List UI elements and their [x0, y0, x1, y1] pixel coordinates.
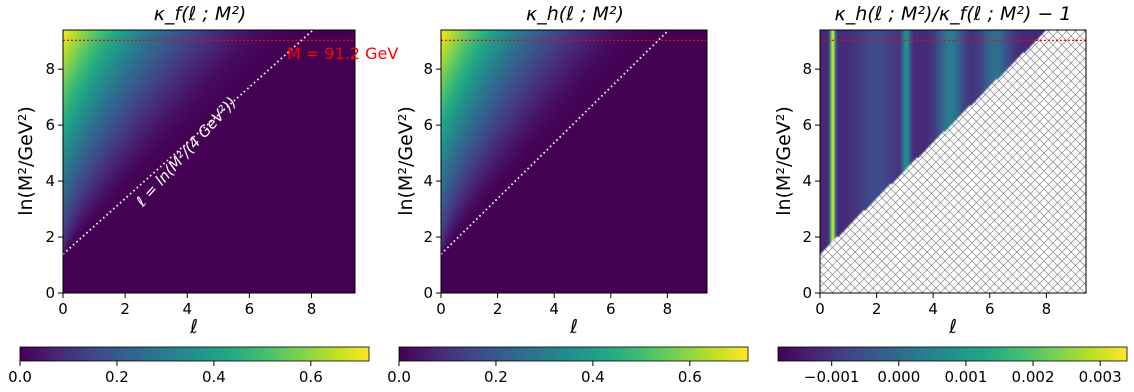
- colorbar-tick-label: 0.0: [8, 368, 32, 386]
- axes-frame: [440, 29, 708, 294]
- heatmap-area: [820, 30, 1086, 293]
- x-axis: 0 2 4 6 8: [436, 293, 672, 318]
- y-axis-label: ln(M²/GeV²): [15, 106, 37, 216]
- reference-label: M = 91.2 GeV: [287, 44, 398, 63]
- colorbar-tick-label: 0.2: [105, 368, 129, 386]
- colorbar-tick-label: 0.6: [678, 368, 702, 386]
- y-tick-label: 6: [802, 116, 812, 134]
- colorbar-gradient: [777, 346, 1128, 362]
- x-tick-label: 6: [606, 300, 616, 318]
- colorbar-ticks: −0.001 0.000 0.001 0.002 0.003: [804, 361, 1122, 386]
- x-tick-label: 4: [928, 300, 938, 318]
- colorbar-tick-label: 0.002: [1012, 368, 1055, 386]
- colorbar-tick-label: −0.001: [804, 368, 860, 386]
- y-tick-label: 2: [45, 228, 55, 246]
- colorbar-gradient: [398, 346, 749, 362]
- heatmap-image: [820, 30, 1086, 293]
- y-tick-label: 2: [802, 228, 812, 246]
- colorbar-tick-label: 0.001: [944, 368, 987, 386]
- x-axis-label: ℓ: [948, 316, 957, 338]
- panel-kappa-h: κ_h(ℓ ; M²) 0 2 4 6 8 0 2 4 6 8 ℓ ln(M²/GeV²) 0.…: [387, 3, 749, 386]
- colorbar: −0.001 0.000 0.001 0.002 0.003: [777, 346, 1128, 386]
- colorbar-tick-label: 0.0: [387, 368, 411, 386]
- colorbar-tick-label: 0.000: [877, 368, 920, 386]
- heatmap-image: [441, 30, 707, 293]
- heatmap-area: [441, 30, 707, 293]
- y-tick-label: 2: [423, 228, 433, 246]
- colorbar-ticks: 0.0 0.2 0.4 0.6: [387, 361, 702, 386]
- x-axis-label: ℓ: [569, 316, 578, 338]
- x-tick-label: 8: [307, 300, 317, 318]
- x-tick-label: 4: [549, 300, 559, 318]
- x-tick-label: 2: [120, 300, 130, 318]
- y-axis: 0 2 4 6 8: [802, 60, 820, 302]
- y-axis: 0 2 4 6 8: [45, 60, 63, 302]
- x-axis: 0 2 4 6 8: [815, 293, 1051, 318]
- boundary-line: [441, 30, 670, 255]
- x-tick-label: 2: [872, 300, 882, 318]
- heatmap-image: [63, 30, 355, 293]
- axes-frame: [62, 29, 356, 294]
- y-tick-label: 0: [45, 284, 55, 302]
- colorbar-tick-label: 0.003: [1079, 368, 1122, 386]
- axes-frame: [819, 29, 1087, 294]
- colorbar-tick-label: 0.4: [202, 368, 226, 386]
- y-tick-label: 8: [45, 60, 55, 78]
- colorbar-ticks: 0.0 0.2 0.4 0.6: [8, 361, 323, 386]
- colorbar-tick-label: 0.4: [581, 368, 605, 386]
- heatmap-area: ℓ = ln(M²/(4 GeV²)): [63, 30, 355, 293]
- colorbar-tick-label: 0.6: [299, 368, 323, 386]
- x-tick-label: 0: [58, 300, 68, 318]
- x-axis: 0 2 4 6 8: [58, 293, 316, 318]
- colorbar: 0.0 0.2 0.4 0.6: [8, 346, 370, 386]
- x-tick-label: 6: [245, 300, 255, 318]
- x-tick-label: 0: [436, 300, 446, 318]
- x-tick-label: 8: [663, 300, 673, 318]
- panel-title: κ_h(ℓ ; M²)/κ_f(ℓ ; M²) − 1: [835, 3, 1072, 25]
- y-tick-label: 4: [423, 172, 433, 190]
- panel-title: κ_f(ℓ ; M²): [154, 3, 247, 25]
- x-axis-label: ℓ: [189, 316, 198, 338]
- colorbar: 0.0 0.2 0.4 0.6: [387, 346, 749, 386]
- colorbar-gradient: [19, 346, 370, 362]
- x-tick-label: 2: [493, 300, 503, 318]
- y-tick-label: 4: [802, 172, 812, 190]
- y-tick-label: 0: [423, 284, 433, 302]
- x-tick-label: 6: [985, 300, 995, 318]
- y-tick-label: 4: [45, 172, 55, 190]
- y-axis-label: ln(M²/GeV²): [395, 106, 417, 216]
- y-tick-label: 8: [423, 60, 433, 78]
- y-tick-label: 0: [802, 284, 812, 302]
- x-tick-label: 4: [182, 300, 192, 318]
- x-tick-label: 8: [1042, 300, 1052, 318]
- colorbar-tick-label: 0.2: [484, 368, 508, 386]
- x-tick-label: 0: [815, 300, 825, 318]
- boundary-line: [63, 30, 314, 255]
- y-axis: 0 2 4 6 8: [423, 60, 441, 302]
- panel-kappa-f: κ_f(ℓ ; M²) ℓ = ln(M²/(4 GeV²)) M = 91.2…: [8, 3, 398, 386]
- y-axis-label: ln(M²/GeV²): [773, 106, 795, 216]
- y-tick-label: 6: [423, 116, 433, 134]
- y-tick-label: 8: [802, 60, 812, 78]
- panel-title: κ_h(ℓ ; M²): [526, 3, 624, 25]
- y-tick-label: 6: [45, 116, 55, 134]
